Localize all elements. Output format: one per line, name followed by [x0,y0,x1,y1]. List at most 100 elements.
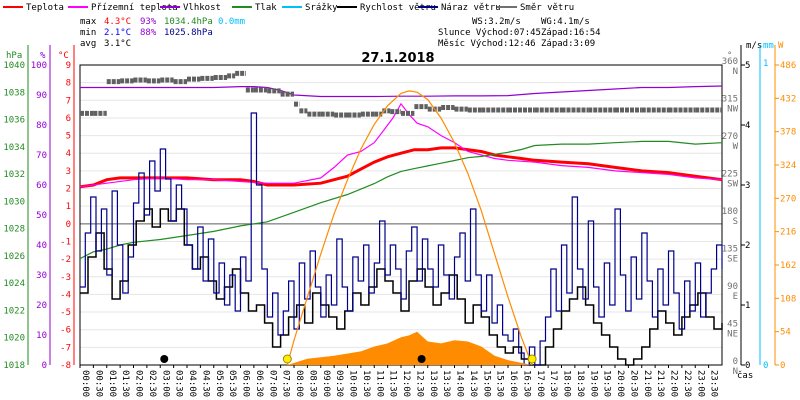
tick-pct: 20 [36,301,47,311]
tick-deg: 180 [722,207,738,217]
unit-time: čas [737,370,753,381]
tick-time: 07:00 [267,370,277,397]
tick-w: 486 [780,61,796,71]
tick-time: 23:30 [709,370,719,397]
tick-w: 378 [780,128,796,138]
tick-degc: 3 [66,167,71,177]
tick-time: 19:00 [588,370,598,397]
tick-time: 17:30 [548,370,558,397]
sun-marker [282,354,292,364]
legend-label: Tlak [255,3,277,13]
stats-panel: max 4.3°C 93% 1034.4hPa 0.0mm min 2.1°C … [80,17,245,49]
tick-time: 22:00 [669,370,679,397]
plot-area [79,70,723,366]
series-line-tlak [79,140,723,260]
series-line-p-zemn-teplota [79,102,723,188]
tick-deg: 270 [722,132,738,142]
legend-label: Teplota [26,3,64,13]
legend-label: Přízemní teplota [91,3,178,13]
tick-deg: 45 [727,320,738,330]
axis-unit-labels: hPa % °C ° m/s mm W čas [6,41,784,381]
moon-marker [160,355,169,363]
tick-time: 21:00 [642,370,652,397]
tick-pct: 80 [36,121,47,131]
tick-pct: 30 [36,271,47,281]
tick-time: 17:00 [535,370,545,397]
tick-hpa: 1024 [3,279,25,289]
stat-min-label: min [80,28,96,38]
tick-degc: 9 [66,61,71,71]
unit-pct: % [40,51,46,61]
tick-hpa: 1036 [3,116,25,126]
tick-time: 22:30 [682,370,692,397]
tick-time: 06:00 [241,370,251,397]
tick-pct: 100 [31,61,47,71]
stat-avg-label: avg [80,39,96,49]
tick-time: 14:00 [455,370,465,397]
tick-w: 432 [780,94,796,104]
tick-degc: 2 [66,185,71,195]
legend-label: Srážky [305,3,338,13]
tick-dir: W [733,142,739,152]
tick-time: 10:30 [361,370,371,397]
tick-dir: NW [727,105,738,115]
legend: Teplota Přízemní teplota Vlhkost Tlak Srážky… [3,3,574,13]
tick-degc: -2 [60,255,71,265]
tick-hpa: 1028 [3,225,25,235]
tick-w: 270 [780,194,796,204]
tick-pct: 50 [36,211,47,221]
stat-max-temp: 4.3°C [104,17,131,27]
stat-min-press: 1025.8hPa [164,28,213,38]
tick-time: 02:30 [147,370,157,397]
tick-hpa: 1040 [3,61,25,71]
tick-time: 20:30 [628,370,638,397]
markers [160,354,537,364]
stat-max-label: max [80,17,97,27]
legend-label: Vlhkost [183,3,221,13]
tick-time: 18:00 [562,370,572,397]
tick-deg: 315 [722,95,738,105]
tick-time: 00:30 [93,370,103,397]
stat-max-press: 1034.4hPa [164,17,213,27]
unit-ms: m/s [746,41,762,51]
tick-time: 05:30 [227,370,237,397]
tick-time: 08:00 [294,370,304,397]
tick-time: 16:00 [508,370,518,397]
tick-hpa: 1030 [3,197,25,207]
tick-hpa: 1032 [3,170,25,180]
tick-dir: E [733,292,738,302]
tick-time: 01:30 [120,370,130,397]
tick-pct: 70 [36,151,47,161]
info-moon-set: Západ:3:09 [541,39,595,49]
tick-degc: -7 [60,343,71,353]
chart-title: 27.1.2018 [361,51,434,66]
tick-time: 05:00 [214,370,224,397]
stat-max-rain: 0.0mm [218,17,245,27]
info-moon-rise: Měsíc Východ:12:46 [438,39,536,49]
tick-ms: 5 [745,61,750,71]
tick-mm: 1 [763,59,768,69]
tick-hpa: 1026 [3,252,25,262]
info-sun-rise: Slunce Východ:07:45 [438,28,541,38]
tick-degc: 6 [66,114,71,124]
tick-time: 03:00 [160,370,170,397]
tick-time: 11:30 [388,370,398,397]
tick-time: 12:00 [401,370,411,397]
tick-w: 108 [780,294,796,304]
stat-min-hum: 88% [140,28,157,38]
tick-time: 08:30 [307,370,317,397]
unit-deg: ° [727,51,732,61]
legend-label: Rychlost větru [360,3,436,13]
axes: 1018102010221024102610281030103210341036… [3,45,796,397]
tick-deg: 135 [722,245,738,255]
info-sun-set: Západ:16:54 [541,28,601,38]
series-line-slunce-teoretick- [286,90,533,366]
unit-degc: °C [58,51,69,61]
unit-hpa: hPa [6,51,22,61]
tick-w: 0 [780,361,785,371]
tick-degc: -8 [60,361,71,371]
tick-degc: 4 [66,149,71,159]
tick-time: 20:00 [615,370,625,397]
tick-time: 06:30 [254,370,264,397]
